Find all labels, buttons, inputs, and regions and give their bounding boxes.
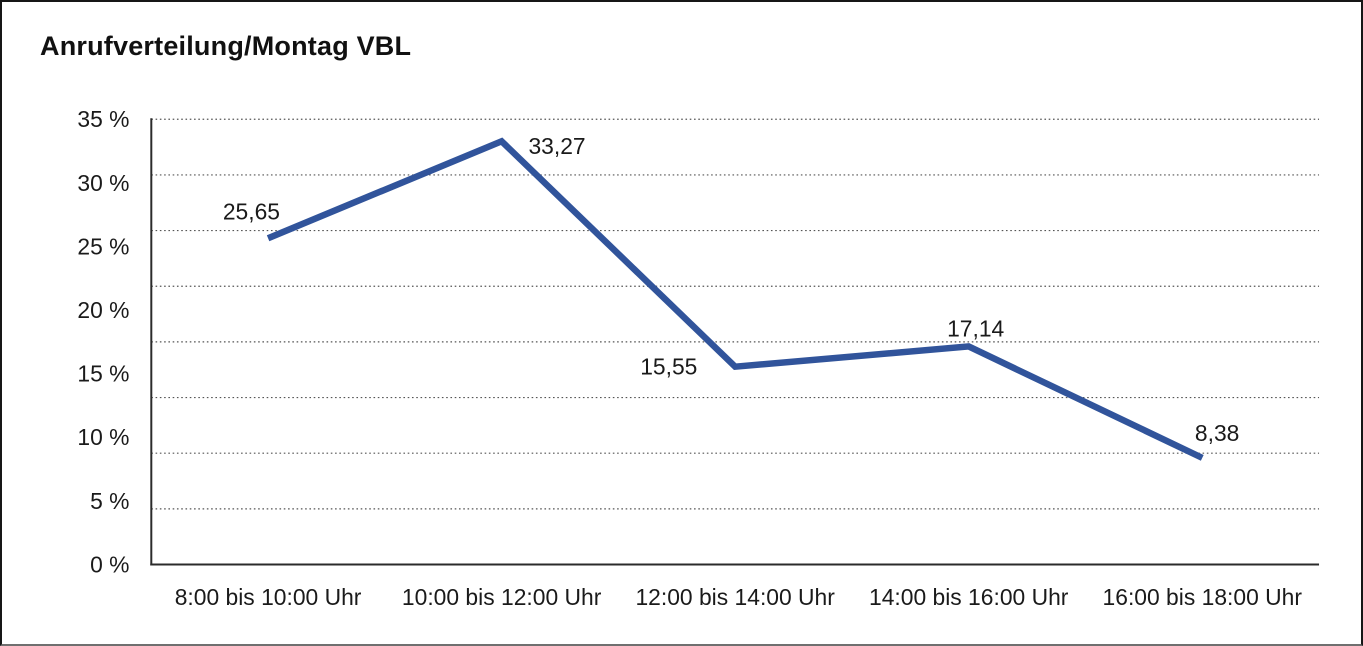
data-point-label: 15,55 bbox=[640, 354, 697, 380]
chart-title: Anrufverteilung/Montag VBL bbox=[40, 31, 412, 61]
x-axis-category-label: 14:00 bis 16:00 Uhr bbox=[869, 584, 1069, 610]
y-axis-tick-label: 0 % bbox=[90, 551, 129, 577]
y-axis-tick-label: 25 % bbox=[77, 233, 129, 259]
x-axis-category-label: 10:00 bis 12:00 Uhr bbox=[402, 584, 602, 610]
x-axis-category-label: 8:00 bis 10:00 Uhr bbox=[175, 584, 362, 610]
data-point-label: 25,65 bbox=[223, 198, 280, 224]
x-axis-category-label: 12:00 bis 14:00 Uhr bbox=[635, 584, 835, 610]
data-line bbox=[266, 137, 1204, 461]
y-axis-tick-label: 35 % bbox=[77, 106, 129, 132]
y-axis-tick-label: 5 % bbox=[90, 488, 129, 514]
data-point-label: 17,14 bbox=[947, 316, 1004, 342]
y-axis-tick-label: 15 % bbox=[77, 361, 129, 387]
y-axis-tick-label: 10 % bbox=[77, 424, 129, 450]
data-point-label: 33,27 bbox=[528, 133, 585, 159]
y-axis-tick-label: 20 % bbox=[77, 297, 129, 323]
y-axis-tick-label: 30 % bbox=[77, 170, 129, 196]
x-axis-category-label: 16:00 bis 18:00 Uhr bbox=[1103, 584, 1303, 610]
data-point-label: 8,38 bbox=[1195, 420, 1239, 446]
